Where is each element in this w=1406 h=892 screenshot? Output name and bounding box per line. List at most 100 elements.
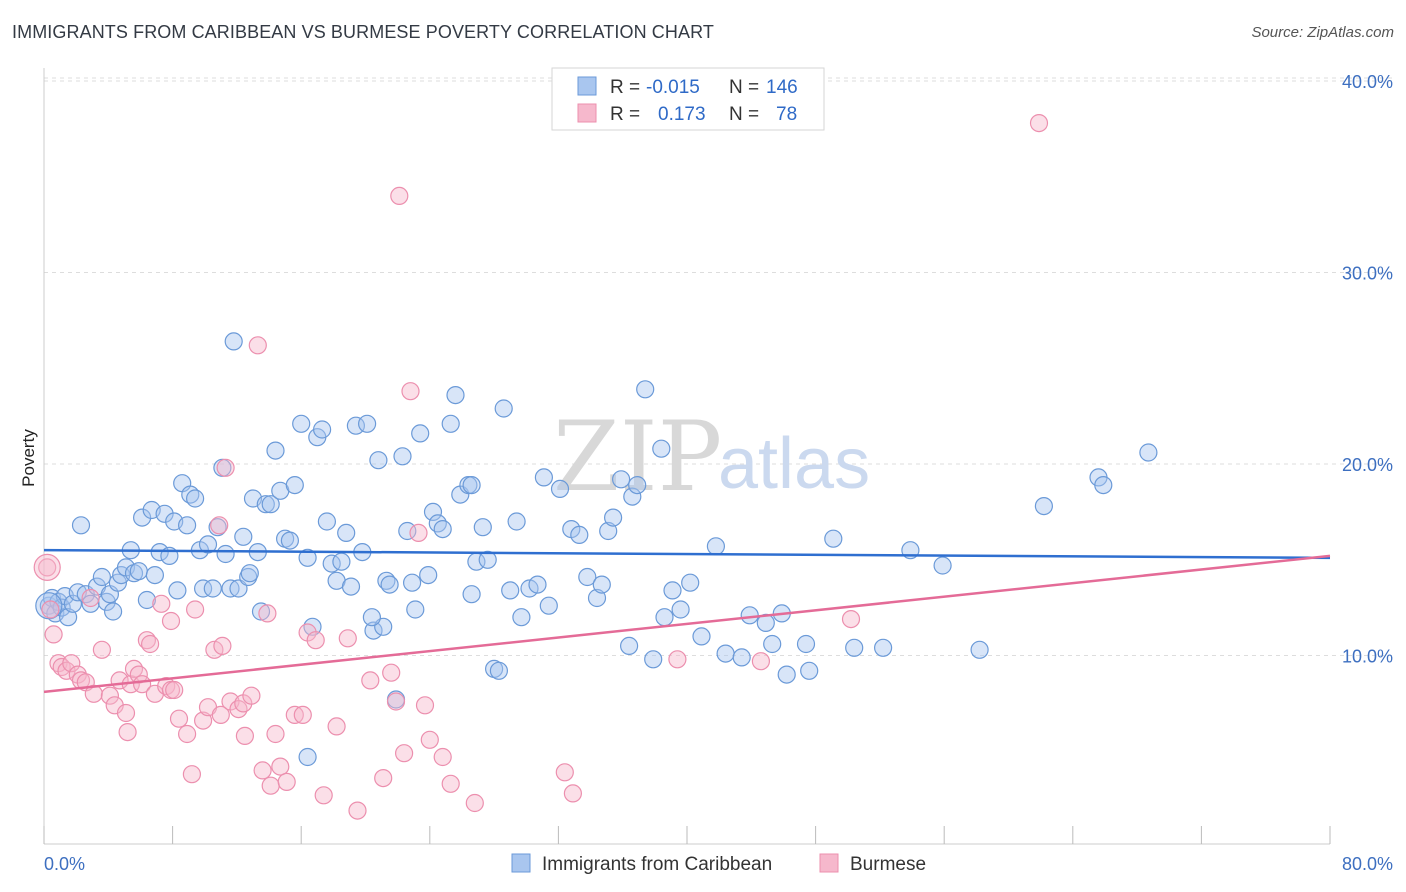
point-caribbean [652,439,671,458]
bottom-legend-label-caribbean: Immigrants from Caribbean [542,854,772,875]
point-burmese [668,650,687,669]
point-caribbean [256,495,275,514]
point-burmese [386,692,406,711]
y-tick-label: 20.0% [1342,455,1393,475]
point-burmese [210,516,229,535]
point-burmese [751,652,771,671]
point-burmese [433,747,452,767]
point-caribbean [358,414,377,433]
point-burmese [415,696,435,715]
y-tick-label: 40.0% [1342,72,1393,92]
point-caribbean [489,661,508,680]
legend: R = -0.015 N = 146 R = 0.173 N = 78 [551,67,825,131]
point-caribbean [186,489,205,508]
point-caribbean [628,476,647,495]
point-caribbean [716,644,735,663]
point-caribbean [433,519,452,539]
point-caribbean [636,380,655,399]
point-burmese [555,763,574,782]
point-caribbean [550,479,570,498]
point-caribbean [71,516,91,535]
point-caribbean [970,640,989,659]
point-caribbean [216,544,235,564]
point-burmese [84,684,103,703]
point-caribbean [419,565,438,585]
point-caribbean [663,581,682,600]
point-burmese [253,761,272,780]
point-burmese [38,558,57,577]
point-burmese [563,784,583,803]
legend-swatch-caribbean [577,76,597,96]
legend-n-label: N = [729,104,759,125]
point-burmese [118,722,137,742]
point-burmese [465,793,484,813]
y-axis-label: Poverty [19,429,38,487]
point-caribbean [732,648,751,667]
source-credit: Source: ZipAtlas.com [1251,24,1394,41]
point-caribbean [168,581,187,600]
point-caribbean [346,416,365,435]
point-caribbean [512,608,531,627]
point-caribbean [406,600,425,619]
point-burmese [116,703,136,723]
point-caribbean [446,386,465,405]
point-caribbean [1139,443,1158,462]
y-tick-label: 10.0% [1342,647,1393,667]
point-burmese [92,640,112,659]
point-caribbean [462,476,481,495]
y-tick-labels: 10.0% 20.0% 30.0% 40.0% [1342,72,1393,667]
bottom-legend-swatch-burmese [819,853,839,873]
point-burmese [235,726,254,746]
point-caribbean [478,550,497,569]
point-burmese [314,786,333,805]
trend-lines [43,548,1331,694]
point-caribbean [63,594,83,613]
point-caribbean [251,602,271,621]
point-burmese [261,776,280,795]
point-caribbean [341,577,361,596]
point-burmese [390,186,409,205]
point-burmese [152,594,171,613]
legend-r-label: R = [610,77,640,98]
watermark: ZIP atlas [553,401,870,513]
point-caribbean [58,608,78,627]
point-burmese [194,711,213,730]
point-caribbean [534,468,554,487]
point-caribbean [933,556,952,575]
point-caribbean [261,495,280,514]
point-caribbean [873,638,893,657]
point-caribbean [303,617,322,636]
point-caribbean [129,562,148,581]
point-burmese [374,768,393,788]
point-burmese [409,523,428,543]
point-caribbean [740,606,759,625]
watermark-zip: ZIP [553,401,722,513]
point-caribbean [403,573,422,592]
point-burmese [211,705,230,725]
point-burmese [124,659,144,679]
point-caribbean [240,564,259,583]
bottom-legend: Immigrants from Caribbean Burmese [511,853,926,875]
point-burmese [141,634,160,654]
point-caribbean [393,447,412,466]
point-caribbean [441,414,460,433]
point-caribbean [462,585,481,604]
point-caribbean [103,602,123,621]
point-caribbean [137,590,156,610]
point-burmese [33,553,61,582]
chart-title: IMMIGRANTS FROM CARIBBEAN VS BURMESE POV… [12,22,714,42]
point-caribbean [317,512,336,531]
point-burmese [441,774,460,793]
point-caribbean [411,424,430,443]
point-caribbean [655,608,674,627]
point-caribbean [671,600,690,619]
point-caribbean [570,525,589,545]
point-caribbean [292,414,311,433]
point-caribbean [362,608,381,627]
point-burmese [165,680,184,700]
point-caribbean [587,588,607,608]
point-burmese [395,744,414,763]
point-burmese [248,336,267,355]
point-caribbean [507,512,526,531]
point-burmese [271,757,290,776]
